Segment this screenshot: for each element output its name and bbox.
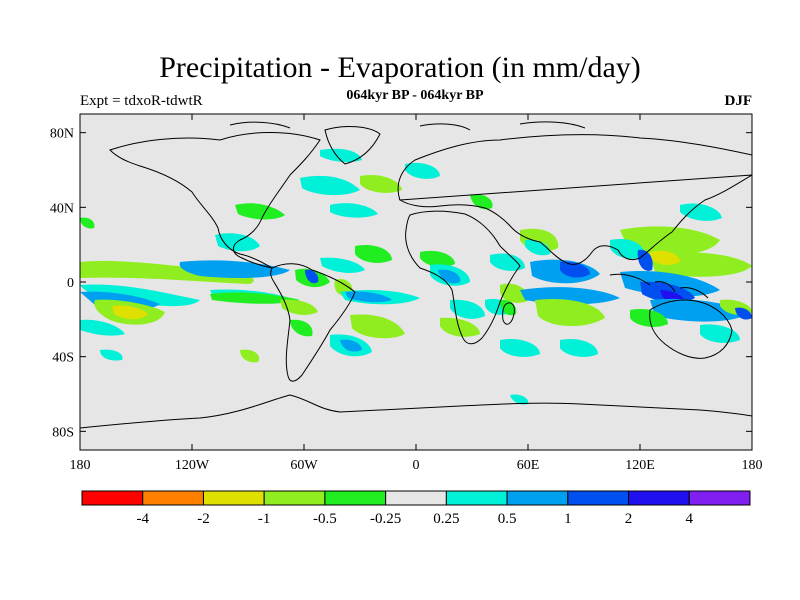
experiment-label: Expt = tdxoR-tdwtR xyxy=(80,93,203,109)
field-patch xyxy=(680,203,722,221)
field-patch xyxy=(340,339,362,352)
map-subtitle: 064kyr BP - 064kyr BP xyxy=(346,88,484,103)
field-patch xyxy=(210,292,300,304)
field-patch xyxy=(355,244,392,263)
colorbar-swatch xyxy=(385,490,447,506)
field-patch xyxy=(320,148,362,163)
coastlines xyxy=(80,121,752,429)
field-patch xyxy=(525,239,551,256)
colorbar-swatch xyxy=(81,490,144,506)
lon-tick-label: 60E xyxy=(517,458,540,473)
colorbar-label: -4 xyxy=(136,511,149,527)
colorbar-swatch xyxy=(567,490,630,506)
colorbar-swatch xyxy=(202,490,265,506)
field-patch xyxy=(650,298,752,322)
coastline-north-america xyxy=(109,132,321,269)
field-patch xyxy=(438,269,461,284)
field-patch xyxy=(560,338,598,357)
field-patch xyxy=(490,253,525,271)
colorbar-label: 1 xyxy=(564,511,572,527)
colorbar-swatch xyxy=(263,490,326,506)
coastline-eurasia xyxy=(397,134,752,265)
colorbar-label: 2 xyxy=(625,511,633,527)
coastline-maritime-continent xyxy=(609,273,709,299)
coastline-arctic-islands xyxy=(229,121,586,131)
field-patch xyxy=(330,203,378,218)
colorbar-label: 0.5 xyxy=(498,511,517,527)
lat-tick-label: 40S xyxy=(52,351,74,366)
field-patch xyxy=(405,162,440,179)
field-patch xyxy=(80,217,95,229)
field-layer xyxy=(80,148,752,405)
lat-tick-label: 80N xyxy=(50,127,74,142)
colorbar-swatch xyxy=(445,490,508,506)
colorbar-swatch xyxy=(506,490,569,506)
field-patch xyxy=(440,317,480,337)
lon-tick-label: 180 xyxy=(70,458,91,473)
field-patch xyxy=(535,298,605,327)
coastline-madagascar xyxy=(502,302,515,325)
field-patch xyxy=(280,299,318,315)
field-patch xyxy=(80,284,200,307)
colorbar-swatch xyxy=(628,490,690,506)
field-patch xyxy=(420,250,455,267)
colorbar: -4 -2 -1 -0.5 -0.25 0.25 0.5 1 2 4 xyxy=(81,490,751,527)
colorbar-label: -0.25 xyxy=(370,511,401,527)
colorbar-label: -1 xyxy=(258,511,271,527)
colorbar-label: -0.5 xyxy=(313,511,337,527)
lon-tick-label: 180 xyxy=(742,458,763,473)
field-patch xyxy=(179,260,290,278)
field-patch xyxy=(80,319,125,336)
field-patch xyxy=(235,203,285,220)
latitude-axis: 80N 40N 0 40S 80S xyxy=(50,127,752,440)
lon-tick-label: 120E xyxy=(625,458,655,473)
field-patch xyxy=(360,174,402,193)
field-patch xyxy=(80,260,254,284)
field-patch xyxy=(305,269,319,284)
field-patch xyxy=(470,194,493,210)
coastline-south-america xyxy=(270,263,356,382)
field-patch xyxy=(610,238,645,259)
field-patch xyxy=(560,261,590,278)
longitude-axis: 180 120W 60W 0 60E 120E 180 xyxy=(70,114,763,473)
lon-tick-label: 120W xyxy=(175,458,210,473)
field-patch xyxy=(350,314,405,339)
lat-tick-label: 80S xyxy=(52,425,74,440)
field-patch xyxy=(100,349,123,361)
field-patch xyxy=(240,349,260,363)
colorbar-label: 4 xyxy=(686,511,694,527)
field-patch xyxy=(630,308,668,327)
field-patch xyxy=(290,319,313,337)
field-patch xyxy=(650,250,680,265)
colorbar-swatch xyxy=(324,490,387,506)
map-title: Precipitation - Evaporation (in mm/day) xyxy=(159,51,641,84)
lat-tick-label: 0 xyxy=(67,276,74,291)
field-patch xyxy=(500,283,530,303)
lon-tick-label: 60W xyxy=(290,458,318,473)
coastline-antarctica xyxy=(80,394,752,429)
field-patch xyxy=(450,299,485,319)
colorbar-label: 0.25 xyxy=(433,511,459,527)
field-patch xyxy=(345,291,392,303)
colorbar-label: -2 xyxy=(197,511,210,527)
lon-tick-label: 0 xyxy=(413,458,420,473)
field-patch xyxy=(112,305,148,320)
colorbar-swatch xyxy=(688,490,751,506)
field-patch xyxy=(300,175,360,196)
coastline-africa xyxy=(405,210,521,345)
field-patch xyxy=(637,249,653,271)
field-patch xyxy=(620,226,720,256)
field-patch xyxy=(320,257,365,273)
field-patch xyxy=(500,338,540,357)
field-patch xyxy=(735,307,752,320)
field-patch xyxy=(510,394,529,405)
coastline-australia xyxy=(649,299,733,359)
coastline-greenland xyxy=(324,126,381,165)
lat-tick-label: 40N xyxy=(50,201,74,216)
season-label: DJF xyxy=(724,93,753,109)
colorbar-swatch xyxy=(142,490,204,506)
